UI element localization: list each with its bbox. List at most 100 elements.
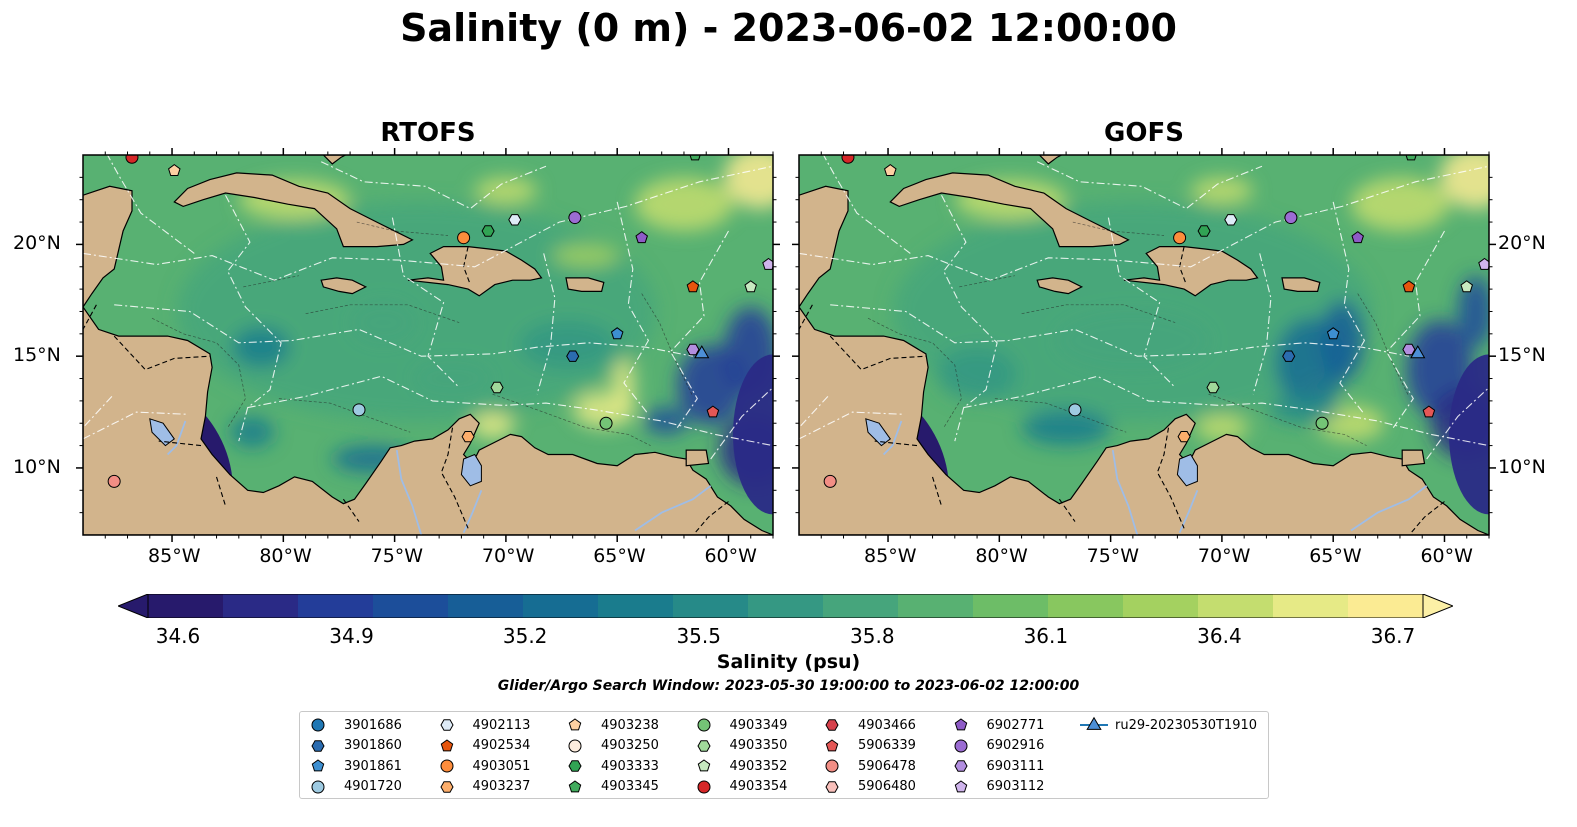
lat-tick-label-left: 20°N	[13, 232, 61, 255]
platform-marker-4903349	[599, 416, 613, 430]
platform-marker-4902113	[1224, 214, 1238, 226]
lon-tick-label: 85°W	[148, 545, 201, 567]
legend-item-3901686: 3901686	[308, 715, 402, 735]
legend-marker-icon	[953, 760, 968, 772]
platform-marker-6903112	[1478, 257, 1489, 270]
colorbar	[118, 594, 1453, 618]
legend-marker-icon	[954, 779, 967, 792]
legend-marker-icon	[311, 759, 325, 772]
lon-tick-label: 85°W	[864, 545, 917, 567]
legend-marker-icon	[697, 780, 710, 793]
legend-item-5906480: 5906480	[822, 777, 916, 797]
panel-title-gofs: GOFS	[1104, 118, 1184, 148]
lon-tick-label: 80°W	[259, 545, 312, 567]
legend-item-4903333: 4903333	[565, 756, 659, 776]
legend-marker-icon	[311, 718, 325, 732]
platform-marker-4902534	[686, 280, 700, 293]
legend-item-4903466: 4903466	[822, 715, 916, 735]
legend-label: 5906480	[858, 779, 916, 794]
lon-tick-label: 75°W	[370, 545, 424, 567]
platform-marker-4903352	[744, 280, 757, 293]
legend-marker-icon	[825, 719, 839, 731]
legend-label: 6902916	[986, 738, 1045, 753]
legend-marker-icon	[825, 738, 839, 751]
platform-marker-6903111	[686, 343, 700, 356]
legend-label: 5906339	[858, 738, 916, 753]
platform-marker-4903333	[481, 225, 495, 237]
platform-marker-3901861	[610, 327, 624, 340]
legend-marker-icon	[439, 719, 454, 731]
legend-label: 4903349	[729, 717, 788, 733]
legend-item-3901860: 3901860	[308, 736, 402, 756]
legend-label: 4901720	[344, 779, 402, 794]
legend-marker-icon	[696, 739, 711, 752]
map-panel-gofs	[792, 148, 1496, 542]
colorbar-label: Salinity (psu)	[716, 651, 861, 673]
legend-marker-icon	[825, 780, 839, 793]
legend-marker-icon	[954, 718, 967, 731]
legend-label: 3901860	[344, 738, 402, 753]
platform-marker-3901860	[1282, 350, 1296, 362]
colorbar-tick-label: 35.2	[502, 624, 548, 648]
platform-marker-3901860	[566, 350, 580, 362]
legend-label: 4903238	[601, 717, 659, 733]
platform-marker-4903354	[125, 155, 139, 164]
colorbar-tick-label: 35.5	[676, 624, 721, 648]
platform-marker-4902113	[508, 214, 522, 226]
legend-item-6902916: 6902916	[951, 736, 1045, 756]
platform-marker-5906478	[107, 474, 121, 488]
platform-marker-ru29-20230530T1910	[694, 345, 710, 359]
legend-label: ru29-20230530T1910	[1115, 717, 1258, 733]
platform-marker-3901861	[1326, 327, 1340, 340]
lon-tick-label: 65°W	[1309, 545, 1362, 567]
legend-label: 5906478	[858, 758, 916, 774]
colorbar-tick-label: 34.9	[329, 624, 374, 648]
legend-item-4903349: 4903349	[694, 715, 788, 735]
legend-item-ru29-20230530T1910: ru29-20230530T1910	[1079, 715, 1257, 735]
legend-item-6903111: 6903111	[951, 756, 1045, 776]
map-panel-rtofs	[76, 148, 780, 542]
legend-item-4902534: 4902534	[437, 736, 530, 756]
lat-tick-label-right: 20°N	[1498, 232, 1546, 255]
legend-item-4903250: 4903250	[565, 736, 659, 756]
legend-item-4903345: 4903345	[565, 777, 659, 797]
legend-marker-icon	[568, 739, 582, 752]
lon-tick-label: 75°W	[1086, 545, 1140, 567]
legend-item-4903238: 4903238	[565, 715, 659, 735]
colorbar-tick-label: 36.4	[1197, 624, 1242, 648]
legend-label: 4903466	[858, 717, 916, 733]
platform-marker-4903051	[1173, 231, 1187, 245]
platform-marker-4903238	[884, 163, 897, 176]
platform-marker-4903345	[1405, 155, 1417, 161]
platform-marker-5906339	[706, 405, 720, 418]
lon-tick-label: 70°W	[1197, 545, 1251, 567]
legend-marker-icon	[697, 759, 710, 772]
platform-marker-4903051	[457, 231, 471, 245]
legend-item-4903237: 4903237	[437, 777, 531, 797]
legend-marker-icon	[825, 759, 839, 773]
legend-label: 6902771	[986, 717, 1045, 733]
platform-marker-4903354	[841, 155, 855, 164]
legend-label: 4903250	[601, 738, 659, 753]
platform-marker-6902916	[1284, 211, 1298, 225]
figure-title: Salinity (0 m) - 2023-06-02 12:00:00	[400, 6, 1177, 50]
platform-marker-6902771	[1351, 231, 1364, 244]
legend-marker-icon	[697, 718, 710, 732]
platform-marker-4903352	[1460, 280, 1473, 293]
panel-title-rtofs: RTOFS	[380, 118, 476, 148]
platform-marker-4903345	[689, 155, 701, 161]
platform-marker-6902771	[635, 231, 648, 244]
legend-marker-icon	[439, 780, 454, 793]
lat-tick-label-right: 10°N	[1498, 455, 1546, 478]
legend-item-5906478: 5906478	[822, 756, 916, 776]
legend-label: 4903345	[601, 779, 659, 794]
legend-marker-icon	[440, 738, 453, 751]
legend-label: 6903111	[986, 758, 1045, 774]
legend-label: 4903237	[472, 779, 531, 794]
platform-marker-4901720	[1068, 403, 1082, 417]
lat-tick-label-right: 15°N	[1498, 344, 1546, 367]
platform-marker-4901720	[352, 403, 366, 417]
legend-item-4902113: 4902113	[437, 715, 531, 735]
legend-label: 4902113	[472, 717, 531, 733]
legend-item-6902771: 6902771	[951, 715, 1045, 735]
